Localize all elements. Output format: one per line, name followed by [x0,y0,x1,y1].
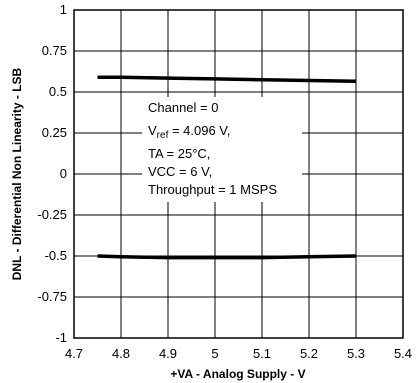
y-tick-label: -1 [55,330,67,345]
x-tick-label: 4.8 [112,346,130,361]
y-tick-labels: 1 0.75 0.5 0.25 0 -0.25 -0.5 -0.75 -1 [37,2,67,345]
y-tick-label: 1 [60,2,67,17]
y-tick-label: 0.75 [42,43,67,58]
x-tick-labels: 4.7 4.8 4.9 5 5.1 5.2 5.3 5.4 [65,346,412,361]
x-tick-label: 4.9 [159,346,177,361]
annotation-background [142,97,302,202]
annotation-line-1: Channel = 0 [148,100,218,115]
annotation-line-4: VCC = 6 V, [148,164,212,179]
series-line-2 [97,254,357,260]
x-tick-label: 5.2 [300,346,318,361]
y-tick-label: 0.25 [42,125,67,140]
plot-frame [73,9,404,339]
annotation-vref-sub: ref [157,130,169,141]
y-tick-label: -0.75 [37,289,67,304]
y-tick-label: 0 [60,166,67,181]
y-axis-label: DNL - Differential Non Linearity - LSB [10,67,24,280]
x-tick-label: 5.1 [253,346,271,361]
x-tick-label: 5.3 [347,346,365,361]
annotation-line-3: TA = 25°C, [148,146,210,161]
y-tick-label: 0.5 [49,84,67,99]
x-tick-label: 5.4 [394,346,412,361]
series-line-1 [97,75,357,84]
annotation-line-2: Vref = 4.096 V, [148,123,230,141]
annotation-vref-rest: = 4.096 V, [168,123,230,138]
annotation-vref-main: V [148,123,157,138]
series-group [97,75,357,260]
y-tick-label: -0.25 [37,207,67,222]
y-tick-label: -0.5 [45,248,67,263]
x-tick-label: 4.7 [65,346,83,361]
x-axis-label: +VA - Analog Supply - V [170,367,305,381]
annotation-line-5: Throughput = 1 MSPS [148,182,277,197]
x-tick-label: 5 [211,346,218,361]
